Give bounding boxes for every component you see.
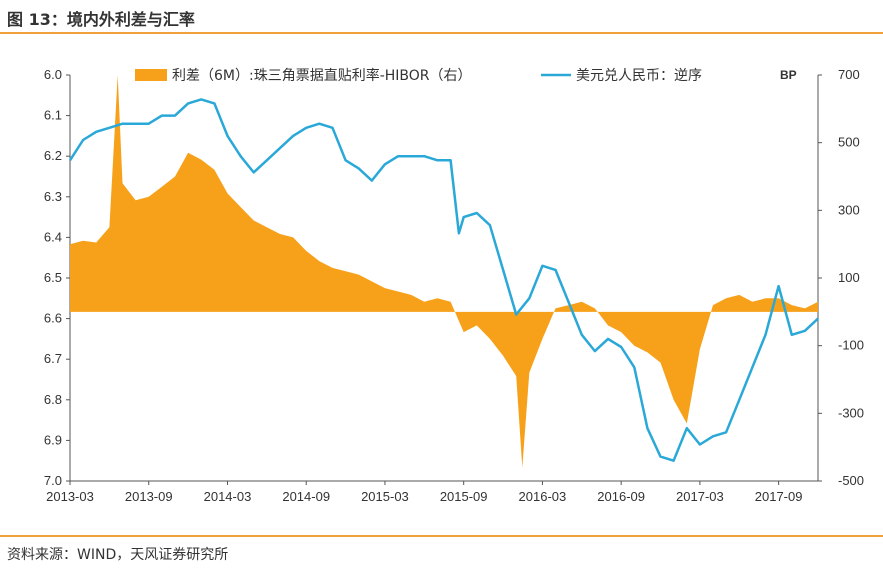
left-tick-label: 6.6 [44, 311, 62, 326]
x-tick-label: 2015-09 [440, 489, 488, 504]
x-tick-label: 2015-03 [361, 489, 409, 504]
legend-label-spread: 利差（6M）:珠三角票据直贴利率-HIBOR（右） [172, 67, 472, 84]
right-axis-unit: BP [780, 68, 797, 82]
left-tick-label: 6.1 [44, 108, 62, 123]
x-tick-label: 2016-09 [597, 489, 645, 504]
left-tick-label: 6.4 [44, 229, 62, 244]
legend: 利差（6M）:珠三角票据直贴利率-HIBOR（右） 美元兑人民币：逆序 [135, 67, 702, 84]
left-tick-label: 6.2 [44, 148, 62, 163]
fx-line-series [68, 98, 819, 462]
x-tick-label: 2017-09 [755, 489, 803, 504]
left-tick-label: 7.0 [44, 473, 62, 488]
fx-line [68, 98, 819, 462]
left-tick-label: 6.9 [44, 432, 62, 447]
right-tick-label: 700 [838, 67, 860, 82]
tick-labels: 6.0 6.1 6.2 6.3 6.4 6.5 6.6 6.7 6.8 6.9 7.0 700 500 3… [44, 67, 864, 504]
spread-area [70, 75, 818, 468]
x-tick-label: 2017-03 [676, 489, 724, 504]
figure-title: 图 13：境内外利差与汇率 [7, 10, 195, 29]
x-tick-label: 2016-03 [519, 489, 567, 504]
right-tick-label: 100 [838, 270, 860, 285]
left-tick-label: 6.3 [44, 189, 62, 204]
left-tick-label: 6.8 [44, 392, 62, 407]
left-tick-label: 6.7 [44, 351, 62, 366]
x-tick-label: 2013-09 [125, 489, 173, 504]
left-tick-label: 6.5 [44, 270, 62, 285]
top-rule [0, 32, 883, 34]
legend-label-fx: 美元兑人民币：逆序 [576, 68, 702, 84]
right-tick-label: -300 [838, 405, 864, 420]
right-tick-label: 500 [838, 135, 860, 150]
right-tick-label: 300 [838, 202, 860, 217]
x-tick-label: 2014-09 [282, 489, 330, 504]
right-tick-label: -500 [838, 473, 864, 488]
bottom-rule [0, 535, 883, 537]
left-tick-label: 6.0 [44, 67, 62, 82]
chart: 6.0 6.1 6.2 6.3 6.4 6.5 6.6 6.7 6.8 6.9 7.0 700 500 3… [44, 67, 864, 504]
spread-area-series [70, 75, 818, 468]
source-note: 资料来源：WIND，天风证券研究所 [7, 547, 229, 563]
x-tick-label: 2013-03 [46, 489, 94, 504]
x-tick-label: 2014-03 [204, 489, 252, 504]
legend-swatch-spread [135, 69, 167, 81]
right-tick-label: -100 [838, 338, 864, 353]
